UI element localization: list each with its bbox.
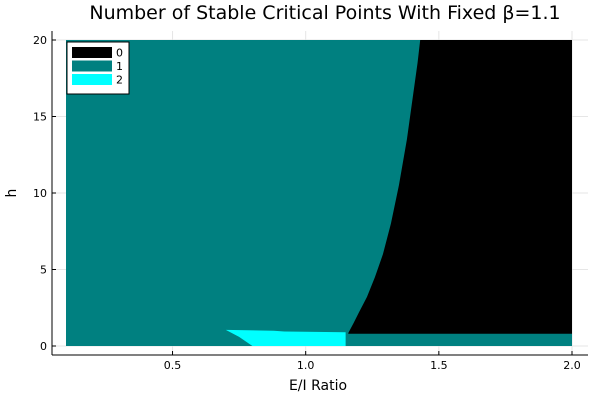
legend-swatch: [72, 47, 112, 58]
y-tick-label: 0: [40, 340, 47, 353]
y-tick-label: 5: [40, 264, 47, 277]
x-tick-label: 1.0: [297, 359, 315, 372]
region-zero-stable: [348, 40, 572, 334]
region-two-stable: [225, 329, 346, 346]
y-tick-label: 10: [33, 187, 47, 200]
y-ticks: 0 5 10 15 20: [33, 34, 56, 353]
y-axis-label: h: [4, 189, 20, 198]
chart-title: Number of Stable Critical Points With Fi…: [89, 2, 560, 24]
legend-swatch: [72, 60, 112, 72]
legend-label: 1: [116, 60, 123, 73]
x-axis-label: E/I Ratio: [289, 378, 347, 394]
x-tick-label: 2.0: [563, 359, 581, 372]
y-tick-label: 20: [33, 34, 47, 47]
legend-label: 2: [116, 74, 123, 87]
legend: 012: [66, 41, 130, 95]
legend-swatch: [72, 74, 112, 85]
x-tick-label: 0.5: [164, 359, 182, 372]
y-tick-label: 15: [33, 111, 47, 124]
plot-area: [52, 31, 588, 355]
x-tick-label: 1.5: [430, 359, 448, 372]
x-ticks: 0.5 1.0 1.5 2.0: [164, 351, 581, 372]
legend-label: 0: [116, 47, 123, 60]
